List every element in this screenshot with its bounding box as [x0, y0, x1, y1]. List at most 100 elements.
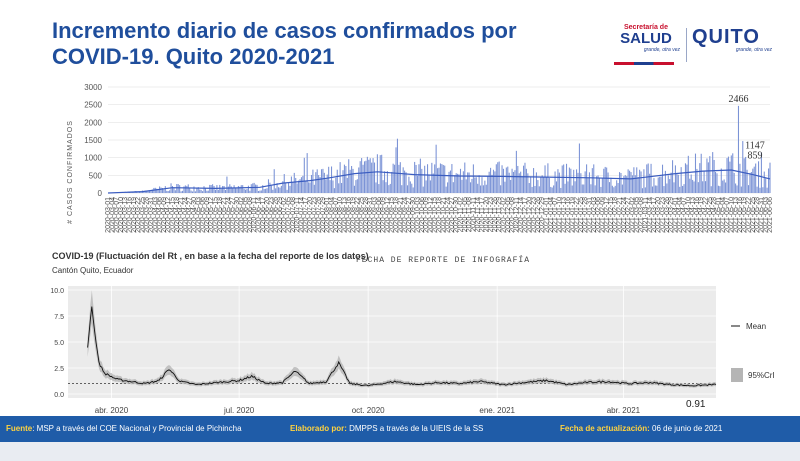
bar — [621, 184, 623, 193]
bar-x-tick-label: 2020-04-09 — [161, 197, 168, 233]
bar — [206, 190, 208, 193]
bar-x-tick-label: 2021-06-03 — [763, 197, 770, 233]
bar — [320, 169, 323, 193]
bar — [580, 173, 582, 193]
bar — [540, 177, 542, 193]
bar — [577, 172, 579, 193]
bar-x-tick-label: 2020-12-11 — [513, 197, 520, 232]
bar — [163, 189, 165, 193]
bar-x-tick-label: 2021-02-12 — [604, 197, 611, 233]
bar — [502, 168, 505, 193]
bar — [230, 186, 232, 193]
bar — [184, 185, 186, 193]
bar-x-tick-label: 2020-05-03 — [195, 197, 202, 233]
bar — [180, 191, 182, 193]
bar — [439, 163, 441, 193]
bar — [563, 164, 565, 193]
bar — [644, 187, 646, 193]
bar-x-tick-label: 2020-04-15 — [170, 197, 177, 233]
bar — [567, 181, 569, 193]
bar — [295, 177, 297, 193]
bar-x-tick-label: 2020-08-25 — [359, 197, 366, 233]
bar-y-tick-label: 2000 — [84, 118, 102, 127]
bar — [593, 164, 595, 193]
bar — [302, 175, 304, 193]
bar — [300, 177, 302, 193]
bar — [288, 182, 290, 193]
bar — [719, 186, 721, 193]
bar — [636, 167, 638, 193]
bar — [727, 156, 729, 193]
bar-x-tick-label: 2020-11-23 — [488, 197, 495, 232]
bar-x-tick-label: 2021-02-27 — [625, 197, 632, 233]
bar-x-tick-label: 2020-03-16 — [127, 197, 134, 233]
bar-x-tick-label: 2020-11-11 — [470, 197, 477, 232]
bar — [583, 184, 585, 193]
bar — [510, 179, 512, 193]
bar — [623, 176, 625, 193]
bar-x-tick-label: 2020-09-24 — [402, 197, 409, 233]
bar — [608, 182, 611, 193]
bar — [368, 159, 370, 193]
bar — [530, 176, 532, 193]
bar-y-tick-label: 1500 — [84, 136, 102, 145]
bar — [729, 161, 731, 193]
bar-x-tick-label: 2020-08-04 — [329, 197, 336, 233]
bar — [528, 183, 530, 193]
bar — [369, 158, 371, 193]
bar — [146, 190, 148, 193]
bar-x-tick-label: 2021-05-07 — [724, 197, 731, 233]
bar — [385, 182, 387, 193]
bar — [710, 186, 712, 193]
bar-x-tick-label: 2020-08-28 — [363, 197, 370, 233]
bar — [732, 153, 734, 193]
bar — [442, 164, 444, 193]
page-title: Incremento diario de casos confirmados p… — [52, 18, 517, 69]
bar — [663, 186, 665, 193]
bar — [424, 165, 426, 193]
bar-x-tick-label: 2020-12-26 — [535, 197, 542, 233]
bar — [363, 161, 366, 193]
bar-x-tick-label: 2021-01-07 — [552, 197, 559, 233]
bar-x-tick-label: 2021-05-04 — [720, 197, 727, 233]
bar-x-tick-label: 2020-10-21 — [440, 197, 447, 233]
bar-x-tick-label: 2020-08-19 — [350, 197, 357, 233]
bar-x-tick-label: 2020-06-17 — [260, 197, 267, 233]
bar — [435, 144, 437, 193]
bar — [594, 185, 596, 193]
bar-x-tick-label: 2020-07-05 — [286, 197, 293, 233]
bar — [422, 186, 424, 193]
bar — [192, 191, 194, 193]
bar — [434, 164, 436, 193]
bar — [501, 165, 503, 193]
bar — [677, 174, 679, 193]
bar — [351, 166, 353, 193]
bar-x-tick-label: 2020-10-09 — [423, 197, 430, 233]
bar — [659, 176, 661, 193]
bar — [523, 165, 525, 193]
bar — [664, 170, 666, 193]
bar — [581, 184, 583, 193]
bar-x-tick-label: 2020-12-08 — [509, 197, 516, 233]
bar — [610, 177, 612, 193]
bar — [346, 177, 348, 193]
bar-x-tick-label: 2021-02-18 — [612, 197, 619, 233]
footer-source-key: Fuente — [6, 424, 33, 433]
bar — [573, 169, 575, 193]
bar — [358, 167, 360, 193]
bar — [474, 177, 476, 193]
bar — [627, 169, 629, 193]
bar — [285, 183, 287, 193]
bar — [313, 184, 315, 193]
bar — [656, 185, 658, 193]
bar — [343, 164, 345, 193]
bar — [646, 164, 648, 193]
bar — [269, 182, 271, 193]
bar — [679, 186, 681, 193]
bar-x-tick-label: 2021-01-25 — [578, 197, 585, 233]
bar-x-tick-label: 2020-05-12 — [208, 197, 215, 233]
bar-x-tick-label: 2021-02-09 — [599, 197, 606, 233]
bar — [759, 187, 761, 193]
bar — [544, 165, 546, 193]
bar-x-tick-label: 2021-05-31 — [758, 197, 765, 233]
